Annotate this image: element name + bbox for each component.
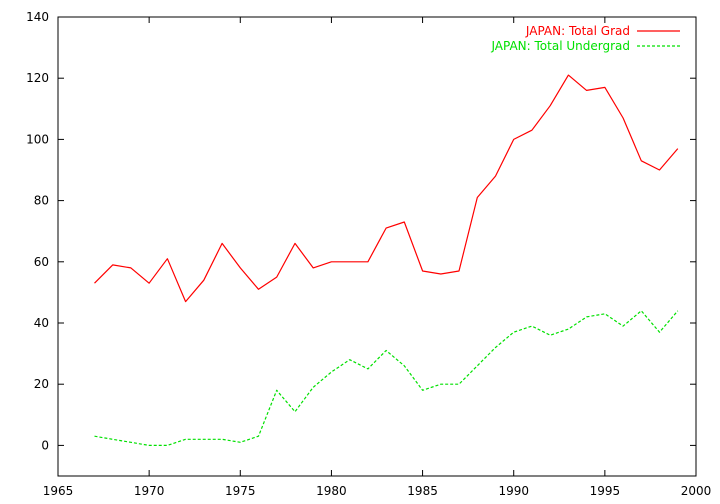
y-tick-label: 100 [26,132,49,146]
x-tick-label: 1970 [134,484,165,498]
series-line-total-undergrad [94,310,679,446]
x-tick-label: 1990 [498,484,529,498]
x-axis-ticks: 1965 1970 1975 1980 1985 1990 1995 2000 [43,17,712,498]
series-line-total-grad [94,74,679,303]
x-tick-label: 1975 [225,484,256,498]
legend-label: JAPAN: Total Undergrad [490,39,630,53]
series-layer [94,74,679,446]
y-tick-label: 0 [41,438,49,452]
x-tick-label: 1965 [43,484,74,498]
y-tick-label: 60 [34,255,49,269]
y-tick-label: 20 [34,377,49,391]
plot-frame [57,16,697,477]
y-tick-label: 80 [34,194,49,208]
y-tick-label: 140 [26,10,49,24]
y-tick-label: 120 [26,71,49,85]
x-tick-label: 1995 [590,484,621,498]
y-tick-label: 40 [34,316,49,330]
x-tick-label: 1985 [407,484,438,498]
x-tick-label: 1980 [316,484,347,498]
x-tick-label: 2000 [681,484,712,498]
y-axis-ticks: 0 20 40 60 80 100 120 140 [26,10,696,452]
legend-label: JAPAN: Total Grad [525,24,630,38]
